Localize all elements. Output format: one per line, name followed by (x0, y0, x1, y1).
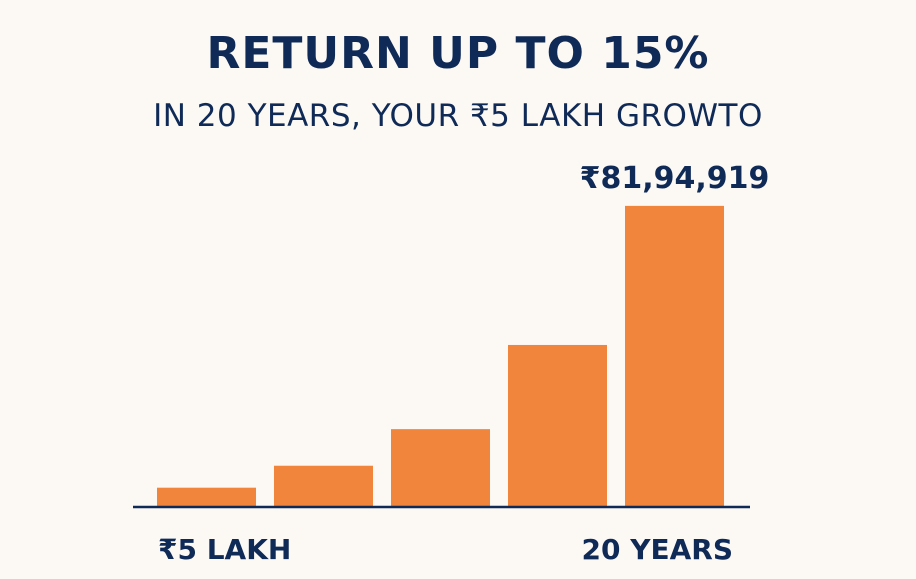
value-labels-group: ₹81,94,919 (580, 161, 770, 196)
chart-title: RETURN UP TO 15% (206, 28, 710, 79)
bar-4 (508, 344, 607, 506)
x-axis-start-label: ₹5 LAKH (158, 533, 291, 566)
bar-5 (625, 205, 724, 506)
bar-value-label-5: ₹81,94,919 (580, 161, 770, 196)
chart-subtitle: IN 20 YEARS, YOUR ₹5 LAKH GROWTO (153, 98, 763, 134)
bar-2 (274, 465, 373, 506)
bar-1 (157, 487, 256, 506)
bar-3 (391, 429, 490, 506)
x-axis-end-label: 20 YEARS (581, 533, 733, 566)
bars-group (157, 205, 724, 506)
